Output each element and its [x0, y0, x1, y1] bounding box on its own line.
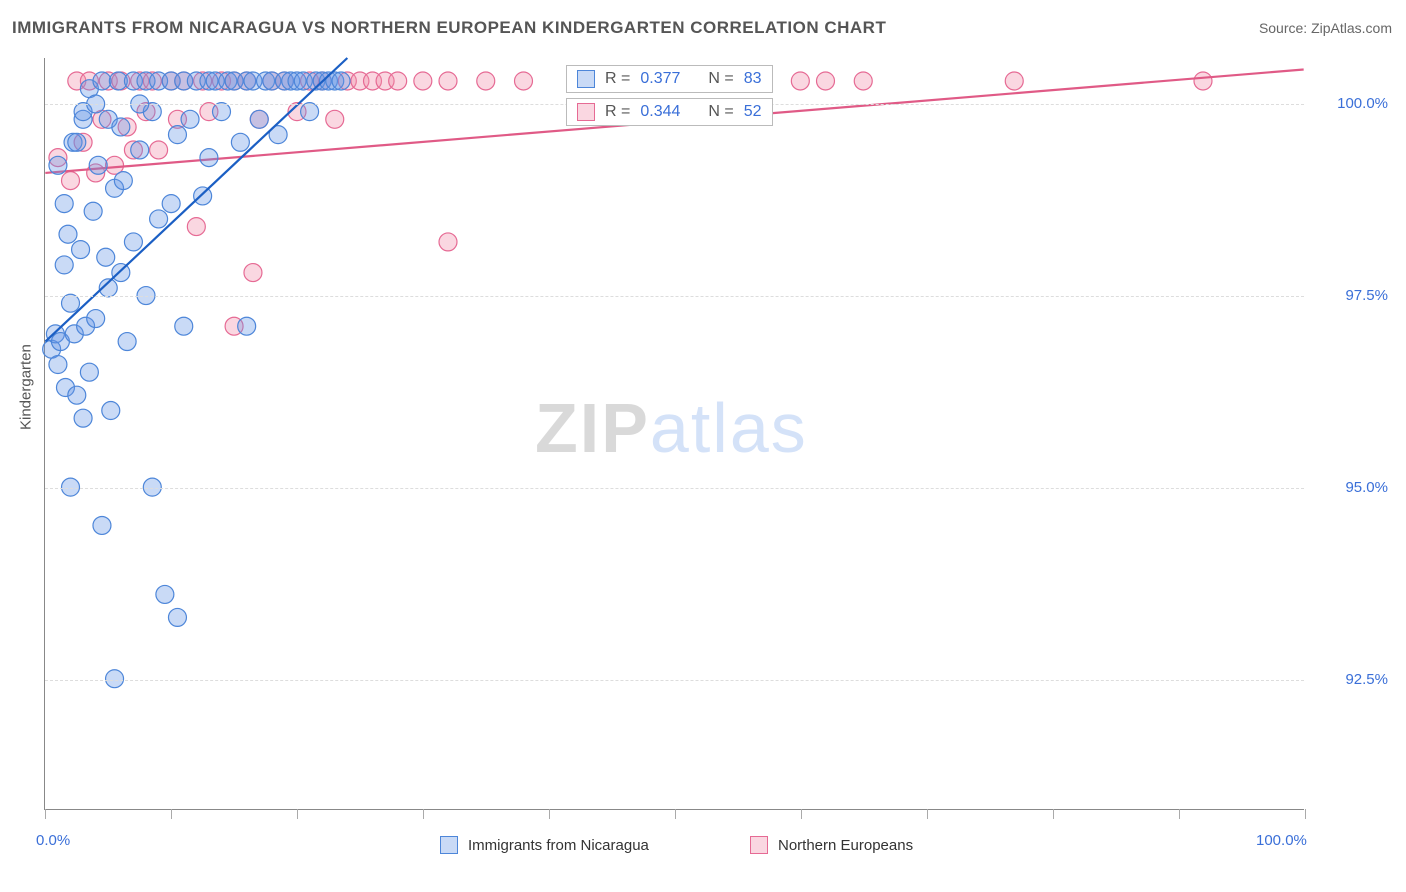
data-point-nicaragua — [156, 585, 174, 603]
source-attribution: Source: ZipAtlas.com — [1259, 20, 1392, 36]
data-point-neuropean — [187, 218, 205, 236]
data-point-neuropean — [854, 72, 872, 90]
data-point-nicaragua — [238, 317, 256, 335]
legend-swatch-neuropean — [577, 103, 595, 121]
data-point-nicaragua — [68, 386, 86, 404]
data-point-nicaragua — [168, 126, 186, 144]
r-label: R = — [605, 103, 630, 121]
n-label: N = — [708, 70, 733, 88]
y-tick-label: 92.5% — [1318, 671, 1388, 688]
legend-swatch-nicaragua — [577, 70, 595, 88]
data-point-nicaragua — [124, 233, 142, 251]
data-point-nicaragua — [80, 363, 98, 381]
x-tick-label: 100.0% — [1256, 832, 1307, 849]
data-point-nicaragua — [200, 149, 218, 167]
data-point-nicaragua — [250, 110, 268, 128]
data-point-nicaragua — [112, 264, 130, 282]
data-point-nicaragua — [84, 202, 102, 220]
x-tick — [1053, 809, 1054, 819]
data-point-nicaragua — [62, 294, 80, 312]
data-point-nicaragua — [181, 110, 199, 128]
data-point-nicaragua — [49, 356, 67, 374]
chart-title: IMMIGRANTS FROM NICARAGUA VS NORTHERN EU… — [12, 18, 886, 38]
data-point-nicaragua — [168, 608, 186, 626]
legend-stats-row-1: R = 0.377 N = 83 — [566, 65, 773, 93]
x-tick — [675, 809, 676, 819]
data-point-nicaragua — [55, 256, 73, 274]
x-tick — [801, 809, 802, 819]
n-label: N = — [708, 103, 733, 121]
legend-swatch-neuropean-bottom — [750, 836, 768, 854]
data-point-neuropean — [439, 233, 457, 251]
data-point-nicaragua — [114, 172, 132, 190]
y-tick-label: 95.0% — [1318, 479, 1388, 496]
data-point-neuropean — [439, 72, 457, 90]
legend-series-2: Northern Europeans — [750, 836, 913, 854]
gridline-h — [45, 488, 1304, 489]
data-point-nicaragua — [89, 156, 107, 174]
data-point-neuropean — [515, 72, 533, 90]
n-value: 52 — [744, 103, 762, 121]
data-point-nicaragua — [231, 133, 249, 151]
data-point-nicaragua — [118, 333, 136, 351]
x-tick — [423, 809, 424, 819]
plot-area: ZIPatlas — [44, 58, 1304, 810]
y-tick-label: 97.5% — [1318, 287, 1388, 304]
data-point-neuropean — [244, 264, 262, 282]
x-tick-label: 0.0% — [36, 832, 70, 849]
gridline-h — [45, 680, 1304, 681]
data-point-nicaragua — [87, 310, 105, 328]
x-tick — [549, 809, 550, 819]
data-point-neuropean — [791, 72, 809, 90]
data-point-nicaragua — [55, 195, 73, 213]
x-tick — [1179, 809, 1180, 819]
x-tick — [171, 809, 172, 819]
n-value: 83 — [744, 70, 762, 88]
legend-stats-row-2: R = 0.344 N = 52 — [566, 98, 773, 126]
data-point-nicaragua — [213, 103, 231, 121]
data-point-nicaragua — [102, 402, 120, 420]
legend-swatch-nicaragua-bottom — [440, 836, 458, 854]
y-tick-label: 100.0% — [1318, 95, 1388, 112]
data-point-nicaragua — [97, 248, 115, 266]
data-point-nicaragua — [131, 141, 149, 159]
r-value: 0.377 — [640, 70, 680, 88]
data-point-nicaragua — [162, 195, 180, 213]
data-point-nicaragua — [301, 103, 319, 121]
data-point-neuropean — [1194, 72, 1212, 90]
x-tick — [1305, 809, 1306, 819]
legend-series-1: Immigrants from Nicaragua — [440, 836, 649, 854]
r-label: R = — [605, 70, 630, 88]
data-point-neuropean — [414, 72, 432, 90]
x-tick — [297, 809, 298, 819]
data-point-nicaragua — [68, 133, 86, 151]
x-tick — [927, 809, 928, 819]
x-tick — [45, 809, 46, 819]
data-point-neuropean — [150, 141, 168, 159]
gridline-h — [45, 296, 1304, 297]
data-point-nicaragua — [72, 241, 90, 259]
data-point-nicaragua — [175, 317, 193, 335]
data-point-neuropean — [477, 72, 495, 90]
data-point-nicaragua — [59, 225, 77, 243]
data-point-nicaragua — [150, 210, 168, 228]
data-point-nicaragua — [93, 516, 111, 534]
legend-label-neuropean: Northern Europeans — [778, 837, 913, 854]
data-point-nicaragua — [74, 409, 92, 427]
data-point-nicaragua — [332, 72, 350, 90]
data-point-neuropean — [817, 72, 835, 90]
data-point-nicaragua — [194, 187, 212, 205]
data-point-nicaragua — [93, 72, 111, 90]
data-point-neuropean — [1005, 72, 1023, 90]
data-point-neuropean — [326, 110, 344, 128]
r-value: 0.344 — [640, 103, 680, 121]
data-point-nicaragua — [112, 118, 130, 136]
data-point-neuropean — [389, 72, 407, 90]
scatter-svg — [45, 58, 1304, 809]
data-point-neuropean — [62, 172, 80, 190]
data-point-nicaragua — [49, 156, 67, 174]
y-axis-title: Kindergarten — [18, 344, 35, 430]
legend-label-nicaragua: Immigrants from Nicaragua — [468, 837, 649, 854]
